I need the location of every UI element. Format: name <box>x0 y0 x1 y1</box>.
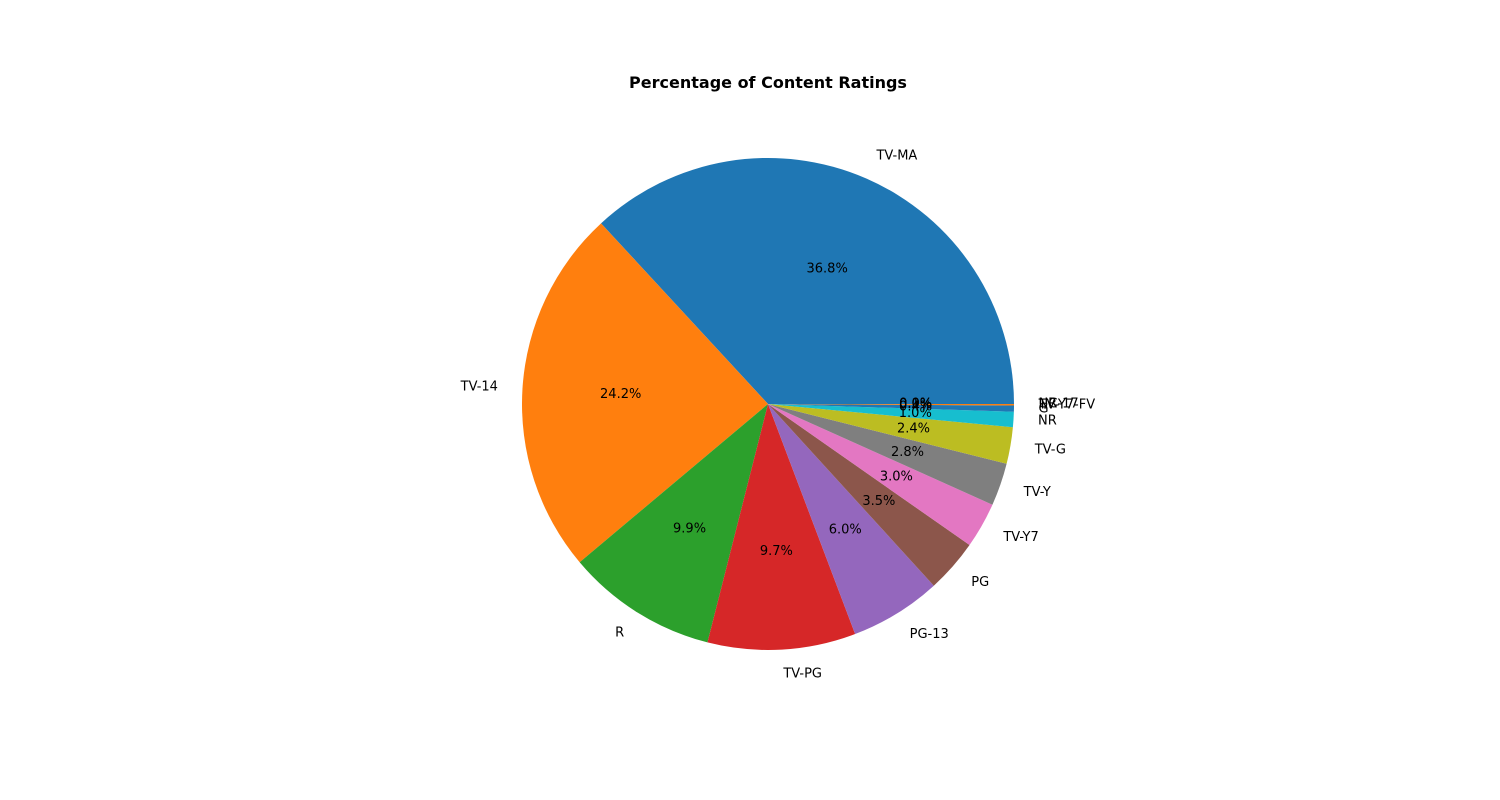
slice-pct-tv-y: 2.8% <box>891 445 924 460</box>
pie-slice-tv-y7-fv <box>768 404 1015 406</box>
slice-pct-pg: 3.5% <box>862 494 895 509</box>
pie-labels: TV-MA 36.8% TV-14 24.2% R 9.9% TV-PG 9.7% PG-13 6… <box>460 149 1096 682</box>
slice-pct-tv-pg: 9.7% <box>760 544 793 559</box>
pie-slice-tv-y <box>768 404 1007 505</box>
slice-pct-g: 0.4% <box>899 399 932 414</box>
pie-slice-tv-y7 <box>768 404 993 546</box>
pie-slice-r <box>579 404 768 643</box>
chart-title: Percentage of Content Ratings <box>629 73 907 92</box>
slice-pct-nr: 1.0% <box>899 406 932 421</box>
pie-slice-pg <box>768 404 970 586</box>
slice-pct-tv-y7: 3.0% <box>880 469 913 484</box>
pie-slice-tv-14 <box>521 223 768 563</box>
slice-pct-tv-14: 24.2% <box>600 387 641 402</box>
slice-label-tv-14: TV-14 <box>460 379 498 394</box>
slice-pct-pg-13: 6.0% <box>829 522 862 537</box>
pie-slice-tv-g <box>768 404 1013 464</box>
slice-label-nr: NR <box>1038 414 1057 429</box>
slice-label-g: G <box>1039 402 1049 417</box>
slice-label-tv-pg: TV-PG <box>782 667 822 682</box>
slice-pct-ur: 0.0% <box>899 397 932 412</box>
slice-pct-tv-g: 2.4% <box>897 421 930 436</box>
slice-pct-tv-ma: 36.8% <box>807 261 848 276</box>
slice-label-tv-ma: TV-MA <box>875 149 917 164</box>
slice-label-tv-y7: TV-Y7 <box>1002 530 1038 545</box>
slice-label-tv-y7-fv: TV-Y7-FV <box>1038 397 1096 412</box>
slice-label-pg-13: PG-13 <box>910 627 949 642</box>
slice-label-ur: UR <box>1039 397 1058 412</box>
pie-slice-tv-pg <box>707 404 856 651</box>
pie-slice-tv-ma <box>601 157 1014 404</box>
slice-pct-tv-y7-fv: 0.1% <box>899 397 932 412</box>
pie-slice-pg-13 <box>768 404 934 635</box>
slice-label-r: R <box>615 626 624 641</box>
slice-pct-nc-17: 0.0% <box>899 397 932 412</box>
pie-slice-g <box>768 404 1014 412</box>
slice-label-pg: PG <box>971 575 989 590</box>
pie-slices <box>521 157 1015 651</box>
slice-label-tv-g: TV-G <box>1034 442 1066 457</box>
pie-slice-nr <box>768 404 1014 428</box>
slice-label-tv-y: TV-Y <box>1023 485 1051 500</box>
slice-label-nc-17: NC-17 <box>1039 397 1079 412</box>
slice-pct-r: 9.9% <box>673 522 706 537</box>
